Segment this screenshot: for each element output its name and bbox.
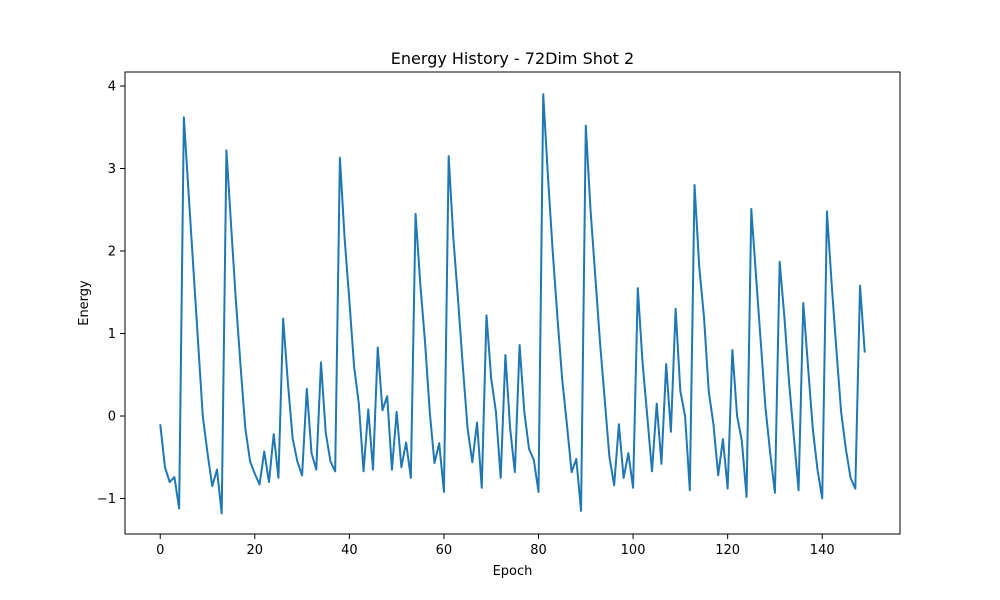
x-tick-label: 140: [810, 543, 835, 558]
y-tick-label: −1: [97, 492, 116, 507]
plot-area: 0 20 40 60 80 100 120 140 −1 0 1 2 3 4: [97, 71, 901, 558]
x-tick-label: 80: [530, 543, 547, 558]
x-tick-label: 60: [436, 543, 453, 558]
chart-title: Energy History - 72Dim Shot 2: [391, 49, 634, 68]
axes-frame: [124, 71, 901, 535]
y-axis-label: Energy: [77, 280, 92, 326]
y-tick-label: 3: [108, 162, 116, 177]
x-axis-label: Epoch: [493, 564, 533, 579]
x-tick-label: 20: [247, 543, 264, 558]
x-tick-label: 40: [341, 543, 358, 558]
y-tick-label: 4: [108, 80, 116, 95]
x-tick-label: 0: [156, 543, 164, 558]
energy-series-line-0: [159, 93, 866, 515]
y-tick-label: 2: [108, 245, 116, 260]
y-tick-label: 0: [108, 410, 116, 425]
x-tick-label: 100: [621, 543, 646, 558]
y-tick-label: 1: [108, 327, 116, 342]
x-tick-label: 120: [715, 543, 740, 558]
